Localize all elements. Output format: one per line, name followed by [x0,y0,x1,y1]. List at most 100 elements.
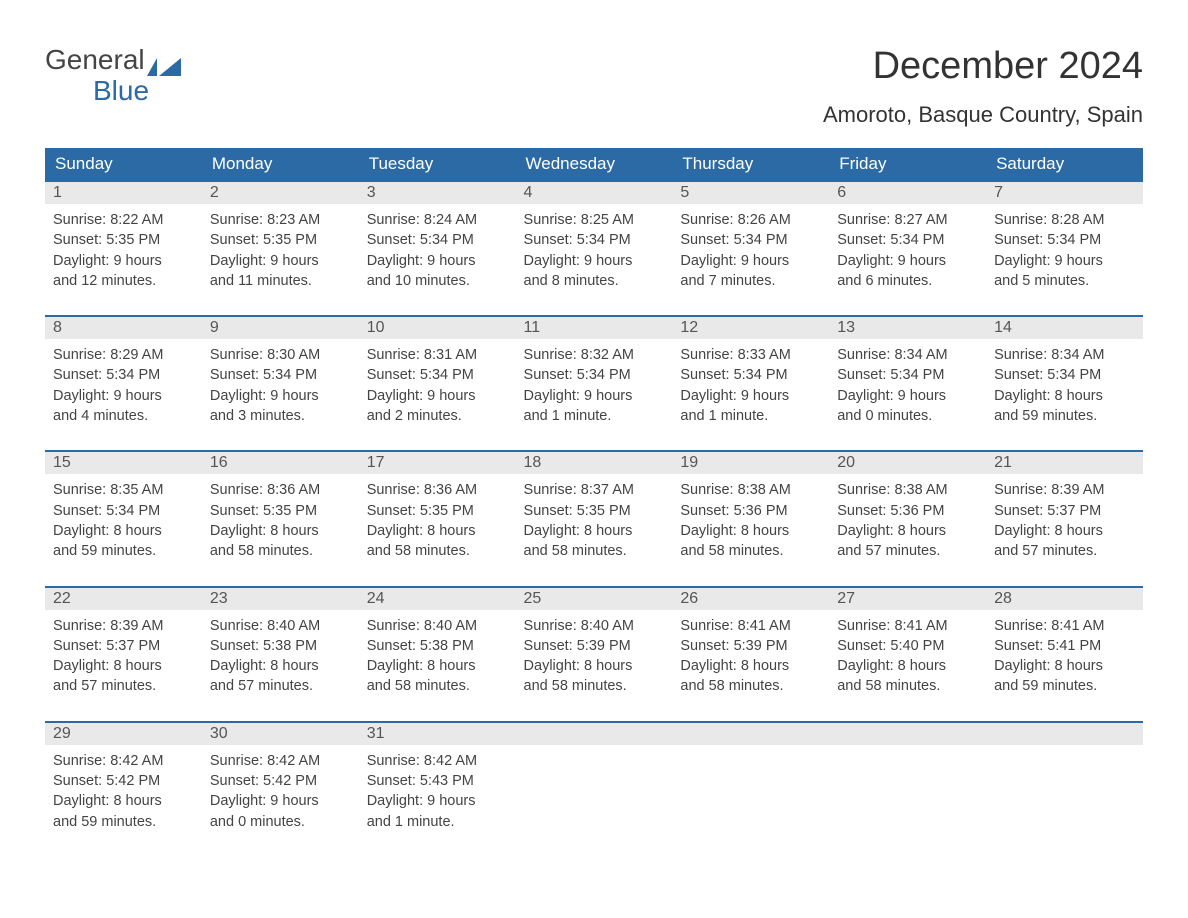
day-day2: and 58 minutes. [837,676,978,696]
day-number: 9 [202,315,359,339]
day-day1: Daylight: 8 hours [367,656,508,676]
day-number: 21 [986,450,1143,474]
day-sunset: Sunset: 5:34 PM [524,365,665,385]
day-number: 28 [986,586,1143,610]
day-sunset: Sunset: 5:35 PM [524,501,665,521]
calendar-cell: 9Sunrise: 8:30 AMSunset: 5:34 PMDaylight… [202,315,359,450]
day-sunset: Sunset: 5:40 PM [837,636,978,656]
day-day2: and 59 minutes. [53,812,194,832]
day-day2: and 0 minutes. [210,812,351,832]
day-day1: Daylight: 9 hours [524,386,665,406]
calendar-cell [672,721,829,856]
day-body: Sunrise: 8:30 AMSunset: 5:34 PMDaylight:… [202,339,359,426]
day-sunset: Sunset: 5:34 PM [837,230,978,250]
calendar-cell: 5Sunrise: 8:26 AMSunset: 5:34 PMDaylight… [672,180,829,315]
day-sunrise: Sunrise: 8:39 AM [53,616,194,636]
day-sunset: Sunset: 5:43 PM [367,771,508,791]
calendar-cell: 13Sunrise: 8:34 AMSunset: 5:34 PMDayligh… [829,315,986,450]
calendar-cell: 31Sunrise: 8:42 AMSunset: 5:43 PMDayligh… [359,721,516,856]
day-number: 16 [202,450,359,474]
day-day2: and 3 minutes. [210,406,351,426]
day-body: Sunrise: 8:38 AMSunset: 5:36 PMDaylight:… [829,474,986,561]
calendar-cell: 4Sunrise: 8:25 AMSunset: 5:34 PMDaylight… [516,180,673,315]
day-body: Sunrise: 8:36 AMSunset: 5:35 PMDaylight:… [359,474,516,561]
day-sunset: Sunset: 5:35 PM [53,230,194,250]
weekday-header: Friday [829,148,986,180]
calendar-week: 15Sunrise: 8:35 AMSunset: 5:34 PMDayligh… [45,450,1143,585]
day-number: 18 [516,450,673,474]
calendar-week: 1Sunrise: 8:22 AMSunset: 5:35 PMDaylight… [45,180,1143,315]
day-day1: Daylight: 9 hours [210,251,351,271]
day-number: 17 [359,450,516,474]
day-day1: Daylight: 8 hours [680,521,821,541]
day-day2: and 0 minutes. [837,406,978,426]
logo-flag-icon [147,54,181,76]
day-sunrise: Sunrise: 8:26 AM [680,210,821,230]
day-sunset: Sunset: 5:37 PM [53,636,194,656]
day-sunset: Sunset: 5:34 PM [680,365,821,385]
day-sunrise: Sunrise: 8:42 AM [210,751,351,771]
day-number: 13 [829,315,986,339]
calendar-week: 29Sunrise: 8:42 AMSunset: 5:42 PMDayligh… [45,721,1143,856]
day-day1: Daylight: 8 hours [53,791,194,811]
day-sunrise: Sunrise: 8:41 AM [680,616,821,636]
calendar-cell [829,721,986,856]
day-number: 8 [45,315,202,339]
day-day1: Daylight: 8 hours [524,656,665,676]
day-number: 23 [202,586,359,610]
day-sunrise: Sunrise: 8:22 AM [53,210,194,230]
day-sunset: Sunset: 5:34 PM [524,230,665,250]
day-body: Sunrise: 8:24 AMSunset: 5:34 PMDaylight:… [359,204,516,291]
day-sunrise: Sunrise: 8:38 AM [680,480,821,500]
day-body: Sunrise: 8:42 AMSunset: 5:43 PMDaylight:… [359,745,516,832]
day-sunrise: Sunrise: 8:40 AM [367,616,508,636]
day-day1: Daylight: 9 hours [837,251,978,271]
day-sunrise: Sunrise: 8:35 AM [53,480,194,500]
calendar-cell: 20Sunrise: 8:38 AMSunset: 5:36 PMDayligh… [829,450,986,585]
day-day2: and 58 minutes. [680,676,821,696]
day-sunset: Sunset: 5:35 PM [210,230,351,250]
day-number: 7 [986,180,1143,204]
day-sunset: Sunset: 5:34 PM [210,365,351,385]
calendar-cell: 29Sunrise: 8:42 AMSunset: 5:42 PMDayligh… [45,721,202,856]
day-body: Sunrise: 8:41 AMSunset: 5:40 PMDaylight:… [829,610,986,697]
day-body: Sunrise: 8:33 AMSunset: 5:34 PMDaylight:… [672,339,829,426]
day-day2: and 2 minutes. [367,406,508,426]
day-day2: and 7 minutes. [680,271,821,291]
day-sunset: Sunset: 5:42 PM [53,771,194,791]
logo-text-bottom: Blue [45,76,181,107]
day-sunset: Sunset: 5:34 PM [367,230,508,250]
day-body: Sunrise: 8:39 AMSunset: 5:37 PMDaylight:… [45,610,202,697]
day-body: Sunrise: 8:32 AMSunset: 5:34 PMDaylight:… [516,339,673,426]
day-sunrise: Sunrise: 8:39 AM [994,480,1135,500]
day-number: 10 [359,315,516,339]
day-day1: Daylight: 9 hours [53,251,194,271]
calendar-week: 22Sunrise: 8:39 AMSunset: 5:37 PMDayligh… [45,586,1143,721]
day-body: Sunrise: 8:25 AMSunset: 5:34 PMDaylight:… [516,204,673,291]
weekday-header: Sunday [45,148,202,180]
calendar-cell: 24Sunrise: 8:40 AMSunset: 5:38 PMDayligh… [359,586,516,721]
day-sunrise: Sunrise: 8:29 AM [53,345,194,365]
day-body: Sunrise: 8:38 AMSunset: 5:36 PMDaylight:… [672,474,829,561]
day-body: Sunrise: 8:28 AMSunset: 5:34 PMDaylight:… [986,204,1143,291]
day-day1: Daylight: 9 hours [210,386,351,406]
calendar-cell: 17Sunrise: 8:36 AMSunset: 5:35 PMDayligh… [359,450,516,585]
day-day2: and 58 minutes. [210,541,351,561]
day-number: 26 [672,586,829,610]
calendar-cell: 6Sunrise: 8:27 AMSunset: 5:34 PMDaylight… [829,180,986,315]
day-number-empty [829,721,986,745]
day-day1: Daylight: 9 hours [680,386,821,406]
calendar-cell: 8Sunrise: 8:29 AMSunset: 5:34 PMDaylight… [45,315,202,450]
calendar-cell: 22Sunrise: 8:39 AMSunset: 5:37 PMDayligh… [45,586,202,721]
day-sunrise: Sunrise: 8:23 AM [210,210,351,230]
day-day1: Daylight: 9 hours [994,251,1135,271]
day-body: Sunrise: 8:40 AMSunset: 5:38 PMDaylight:… [202,610,359,697]
day-sunset: Sunset: 5:34 PM [680,230,821,250]
calendar-cell: 26Sunrise: 8:41 AMSunset: 5:39 PMDayligh… [672,586,829,721]
day-body: Sunrise: 8:40 AMSunset: 5:38 PMDaylight:… [359,610,516,697]
day-day1: Daylight: 9 hours [210,791,351,811]
day-number: 14 [986,315,1143,339]
day-day1: Daylight: 8 hours [53,521,194,541]
day-body: Sunrise: 8:29 AMSunset: 5:34 PMDaylight:… [45,339,202,426]
day-day2: and 12 minutes. [53,271,194,291]
